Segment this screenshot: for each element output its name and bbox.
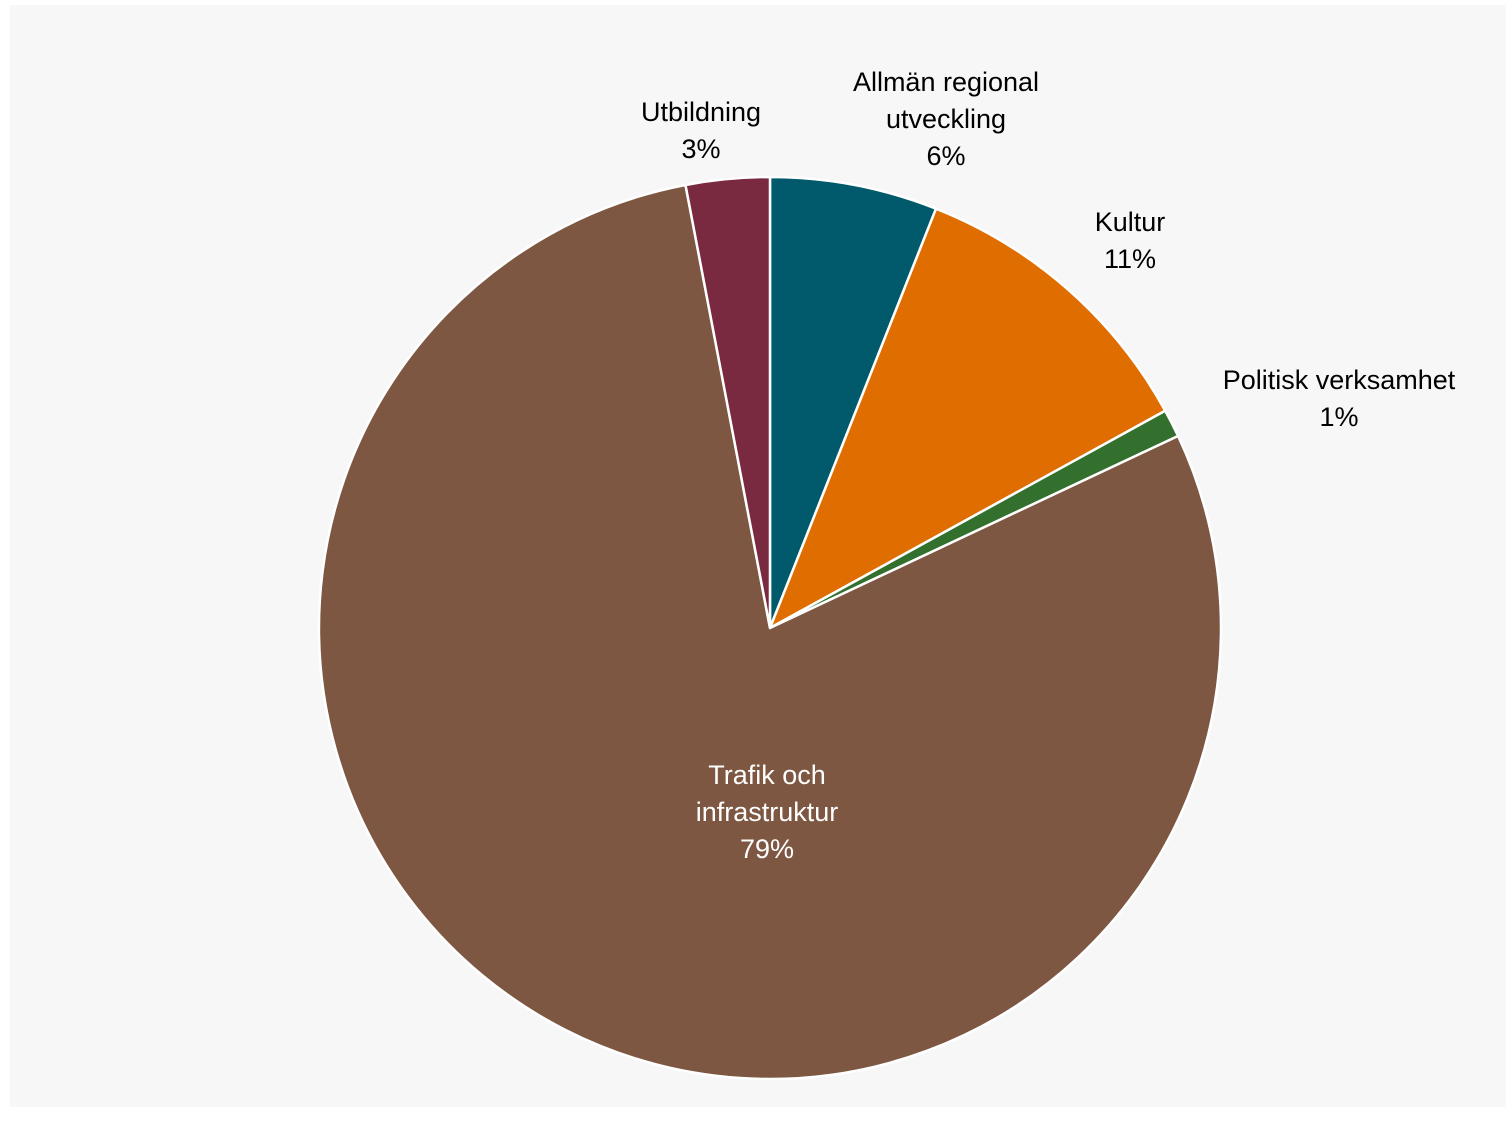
pie-slice-utbildning — [684, 175, 772, 630]
chart-area: Allmän regional utveckling 6% Kultur 11% Poli… — [10, 5, 1506, 1107]
data-label-percent: 3% — [681, 134, 720, 164]
pie-slices — [317, 175, 1223, 1081]
data-label-percent: 79% — [740, 834, 794, 864]
data-label-category: Allmän regional — [853, 67, 1039, 97]
data-label-category: infrastruktur — [696, 797, 839, 827]
pie-slice-trafik-och-infrastruktur — [317, 183, 1223, 1081]
pie-slice-kultur — [768, 207, 1167, 630]
pie-slice-allman-regional-utveckling — [768, 175, 938, 630]
data-label-utbildning: Utbildning 3% — [641, 97, 761, 164]
data-label-category: Politisk verksamhet — [1223, 365, 1456, 395]
data-label-category: Utbildning — [641, 97, 761, 127]
pie-labels: Allmän regional utveckling 6% Kultur 11% Poli… — [641, 67, 1456, 864]
data-label-category: Kultur — [1095, 207, 1166, 237]
data-label-percent: 6% — [926, 141, 965, 171]
data-label-category: utveckling — [886, 104, 1006, 134]
data-label-category: Trafik och — [708, 760, 826, 790]
data-label-allman-regional-utveckling: Allmän regional utveckling 6% — [853, 67, 1039, 171]
data-label-percent: 11% — [1104, 244, 1156, 274]
data-label-trafik-och-infrastruktur: Trafik och infrastruktur 79% — [696, 760, 839, 864]
pie-chart: Allmän regional utveckling 6% Kultur 11% Poli… — [317, 67, 1456, 1081]
data-label-politisk-verksamhet: Politisk verksamhet 1% — [1223, 365, 1456, 432]
data-label-kultur: Kultur 11% — [1095, 207, 1166, 274]
data-label-percent: 1% — [1319, 402, 1358, 432]
